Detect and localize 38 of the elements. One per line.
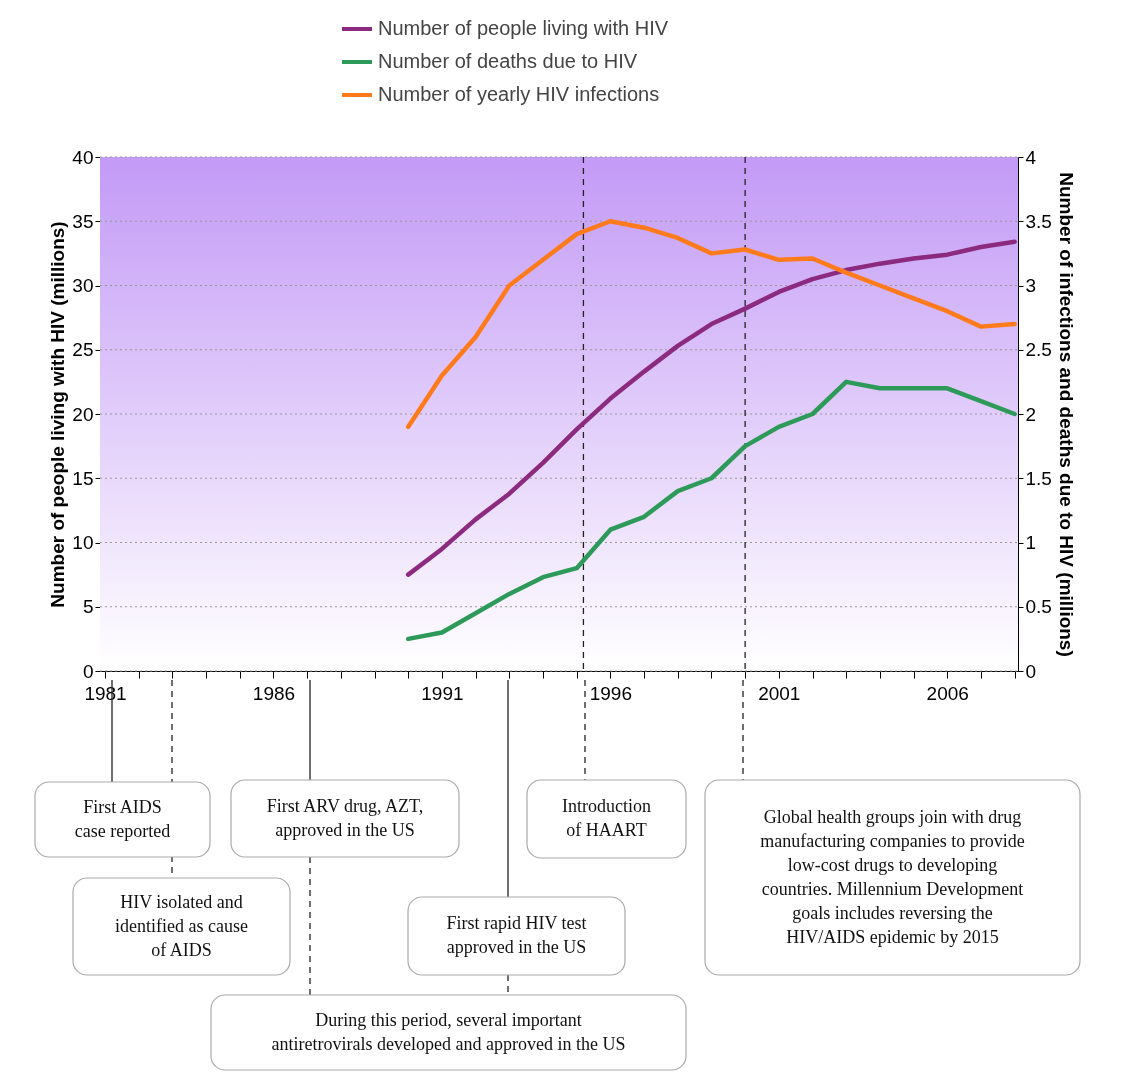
x-tick-label: 2006 xyxy=(926,682,969,704)
line-series xyxy=(406,239,1017,577)
y-tick-label: 20 xyxy=(72,403,94,425)
text: During this period, several important antiretrovirals developed and approved in the US xyxy=(271,1009,626,1054)
line-series xyxy=(406,219,1017,430)
y2-tick-label: 2 xyxy=(1025,403,1037,425)
x-tick-label: 1996 xyxy=(589,682,633,704)
y-tick-label: 0 xyxy=(82,660,94,682)
y-tick-label: 40 xyxy=(72,146,94,168)
y-axis-title: Number of people living with HIV (millions) xyxy=(47,221,69,608)
text: HIV isolated and identified as cause of AIDS xyxy=(115,891,248,960)
x-tick-label: 2001 xyxy=(758,682,801,704)
y2-tick-label: 0 xyxy=(1025,660,1037,682)
y-tick-label: 35 xyxy=(72,210,94,232)
y-tick-label: 15 xyxy=(72,467,94,489)
text: First AIDS case reported xyxy=(74,796,171,841)
y2-tick-label: 3 xyxy=(1025,275,1037,296)
y-tick-label: 5 xyxy=(82,596,94,618)
x-tick-label: 1991 xyxy=(421,682,464,704)
legend-label: Number of people living with HIV xyxy=(378,17,669,39)
line-series xyxy=(406,379,1017,642)
text: Global health groups join with drug manufacturing companies to provide low-cost drugs to developing countries. Millennium Development goals includes reversing the HIV/AIDS epidemic by 2015 xyxy=(760,806,1025,947)
x-tick-label: 1986 xyxy=(252,682,296,704)
y2-tick-label: 1.5 xyxy=(1025,467,1052,489)
y2-tick-label: 3.5 xyxy=(1025,210,1052,232)
text: First ARV drug, AZT, approved in the US xyxy=(266,795,424,840)
y-tick-label: 25 xyxy=(72,339,94,361)
y2-tick-label: 0.5 xyxy=(1025,596,1052,618)
text: Introduction of HAART xyxy=(562,796,651,840)
y-tick-label: 10 xyxy=(72,532,94,553)
y2-tick-label: 4 xyxy=(1025,146,1037,168)
y2-axis-title: Number of infections and deaths due to HIV (millions) xyxy=(1055,172,1077,657)
text: First rapid HIV test approved in the US xyxy=(446,913,587,957)
legend-label: Number of yearly HIV infections xyxy=(378,83,660,105)
y2-tick-label: 1 xyxy=(1025,532,1037,553)
y-tick-label: 30 xyxy=(72,275,94,296)
y2-tick-label: 2.5 xyxy=(1025,339,1052,361)
legend-label: Number of deaths due to HIV xyxy=(378,50,638,72)
